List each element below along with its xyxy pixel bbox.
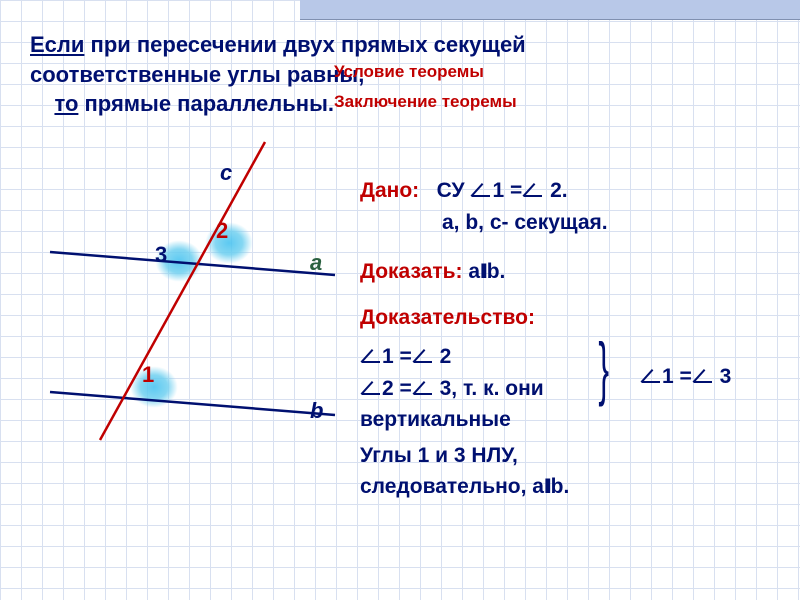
prove-a: a [468, 260, 480, 283]
final-1: Углы 1 и 3 НЛУ, [360, 440, 608, 472]
label-c: c [220, 160, 232, 186]
step2b: 3, т. к. они [434, 377, 544, 400]
given-line2: a, b, c- секущая. [442, 207, 608, 239]
parallel-icon: II [480, 260, 484, 283]
angle-label-1: 1 [142, 362, 154, 388]
step2a: 2 = [382, 377, 412, 400]
step1b: 2 [434, 345, 452, 368]
given-text: СУ 1 = 2. [425, 179, 568, 202]
final-c: b. [551, 475, 570, 498]
label-b: b [310, 398, 323, 424]
title-line1: при пересечении двух прямых секущей [84, 32, 525, 57]
angle-label-3: 3 [155, 242, 167, 268]
prove-b: b. [487, 260, 506, 283]
label-a: a [310, 250, 322, 276]
proof-steps: 1 = 2 2 = 3, т. к. они вертикальные } 1 … [360, 341, 608, 436]
final-2: следовательно, aIIb. [360, 471, 608, 503]
angle-icon [642, 369, 660, 383]
impl-b: 3 [714, 365, 732, 388]
given-label: Дано: [360, 179, 419, 202]
given-1b: 1 = [492, 179, 522, 202]
proof-label: Доказательство: [360, 302, 608, 334]
geometry-diagram: c a b 1 2 3 [30, 130, 360, 450]
parallel-icon: II [544, 475, 548, 498]
step-2: 2 = 3, т. к. они [360, 373, 608, 405]
angle-icon [524, 183, 542, 197]
condition-label: Условие теоремы [334, 62, 484, 82]
final-b: следовательно, a [360, 475, 544, 498]
line-b [50, 392, 335, 415]
title-if: Если [30, 32, 84, 57]
prove-text: aIIb. [468, 260, 505, 283]
brace-icon: } [598, 347, 609, 389]
title-line2: соответственные углы равны, [30, 62, 364, 87]
prove-row: Доказать: aIIb. [360, 256, 608, 288]
angle-icon [414, 349, 432, 363]
angle-icon [362, 381, 380, 395]
prove-label: Доказать: [360, 260, 468, 283]
step-3: вертикальные [360, 404, 608, 436]
angle-icon [472, 183, 490, 197]
proof-block: Дано: СУ 1 = 2. a, b, c- секущая. Доказа… [360, 175, 608, 503]
impl-a: 1 = [662, 365, 692, 388]
angle-icon [362, 349, 380, 363]
angle-icon [414, 381, 432, 395]
angle-icon [694, 369, 712, 383]
title-line3: прямые параллельны. [78, 91, 334, 116]
line-c [100, 142, 265, 440]
given-row: Дано: СУ 1 = 2. [360, 175, 608, 207]
conclusion-label: Заключение теоремы [334, 92, 517, 112]
title-then: то [54, 91, 78, 116]
step-1: 1 = 2 [360, 341, 608, 373]
implication: 1 = 3 [640, 361, 731, 393]
given-1c: 2. [544, 179, 567, 202]
step1a: 1 = [382, 345, 412, 368]
slide-content: Если при пересечении двух прямых секущей… [0, 0, 800, 600]
given-1a: СУ [437, 179, 471, 202]
angle-label-2: 2 [216, 218, 228, 244]
